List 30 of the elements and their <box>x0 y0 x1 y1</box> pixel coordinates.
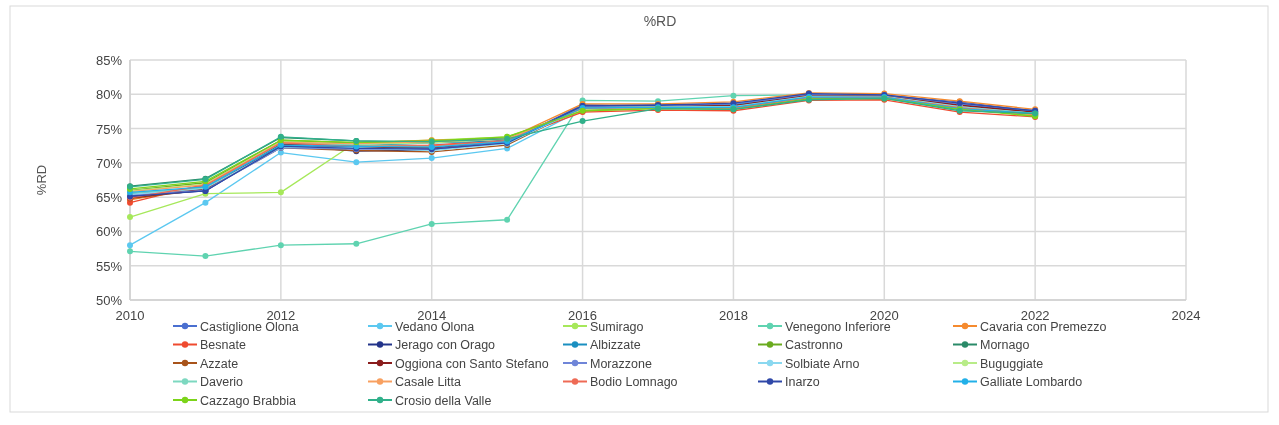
y-tick-label: 75% <box>95 121 123 137</box>
legend-label: Inarzo <box>785 375 820 389</box>
y-tick-label: 65% <box>95 190 123 206</box>
y-tick-label: 80% <box>95 87 123 103</box>
legend-label: Solbiate Arno <box>785 356 860 371</box>
legend-label: Crosio della Valle <box>395 393 492 408</box>
legend-label: Mornago <box>980 338 1030 352</box>
legend-label: Daverio <box>200 375 244 389</box>
x-tick-label: 2010 <box>115 308 145 323</box>
legend-label: Morazzone <box>590 356 652 371</box>
y-tick-label: 60% <box>95 224 123 240</box>
legend-label: Casale Litta <box>395 375 462 389</box>
y-tick-label: 85% <box>95 53 123 68</box>
legend-label: Buguggiate <box>980 356 1044 371</box>
chart-title: %RD <box>643 13 677 29</box>
y-tick-label: 55% <box>95 258 123 274</box>
legend-label: Galliate Lombardo <box>980 375 1083 389</box>
legend-label: Castronno <box>785 338 843 352</box>
legend-label: Besnate <box>200 338 246 352</box>
legend-label: Bodio Lomnago <box>590 375 678 389</box>
legend-label: Albizzate <box>590 338 641 352</box>
legend-label: Oggiona con Santo Stefano <box>395 356 549 371</box>
legend-label: Cazzago Brabbia <box>200 393 296 408</box>
legend-label: Azzate <box>200 356 239 371</box>
legend-label: Jerago con Orago <box>395 338 496 352</box>
y-axis-title: %RD <box>34 164 49 196</box>
y-tick-label: 70% <box>95 155 123 171</box>
x-tick-label: 2018 <box>718 308 748 323</box>
y-tick-label: 50% <box>95 293 123 308</box>
x-tick-label: 2024 <box>1171 308 1201 323</box>
